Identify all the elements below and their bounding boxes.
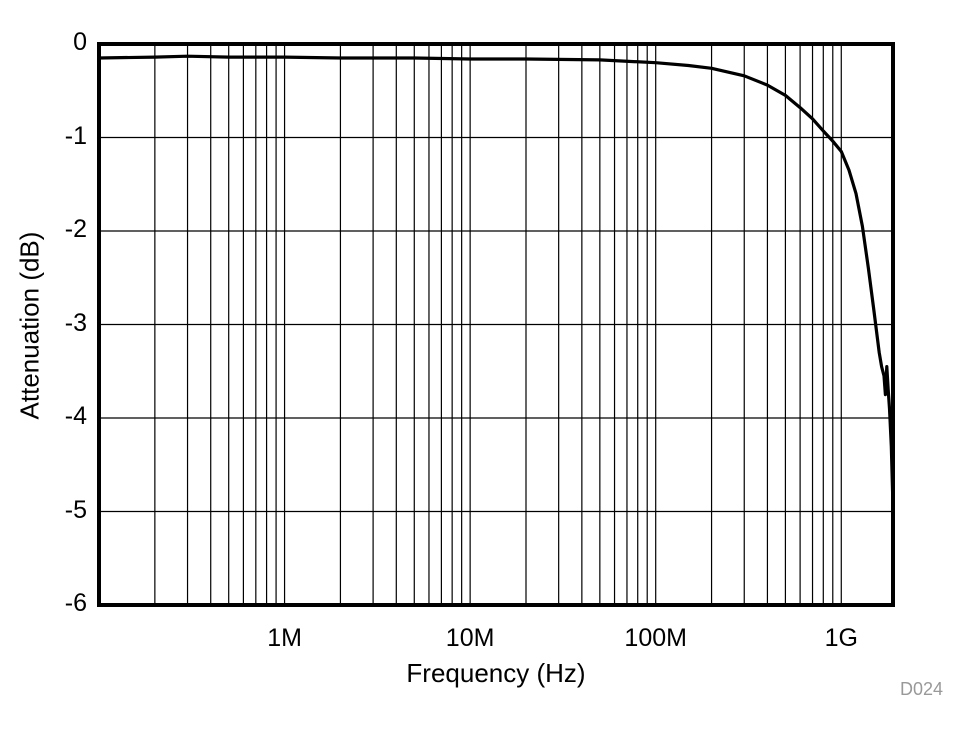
y-tick-label: -2 [64,215,87,243]
x-axis-label: Frequency (Hz) [406,658,586,688]
y-tick-label: 0 [73,28,87,56]
x-tick-label: 1G [824,624,858,652]
plot-frame [97,42,895,607]
y-tick-label: -6 [64,589,87,617]
grid-lines [99,43,893,606]
x-tick-label: 10M [445,624,495,652]
y-axis-label: Attenuation (dB) [14,231,45,420]
y-tick-label: -5 [64,495,87,524]
x-tick-label: 100M [624,624,687,652]
y-tick-label: -3 [64,308,87,337]
y-tick-label: -1 [64,121,87,150]
x-tick-label: 1M [267,624,302,652]
y-tick-label: -4 [64,402,87,430]
attenuation-curve [98,54,895,507]
figure-id: D024 [900,679,944,699]
